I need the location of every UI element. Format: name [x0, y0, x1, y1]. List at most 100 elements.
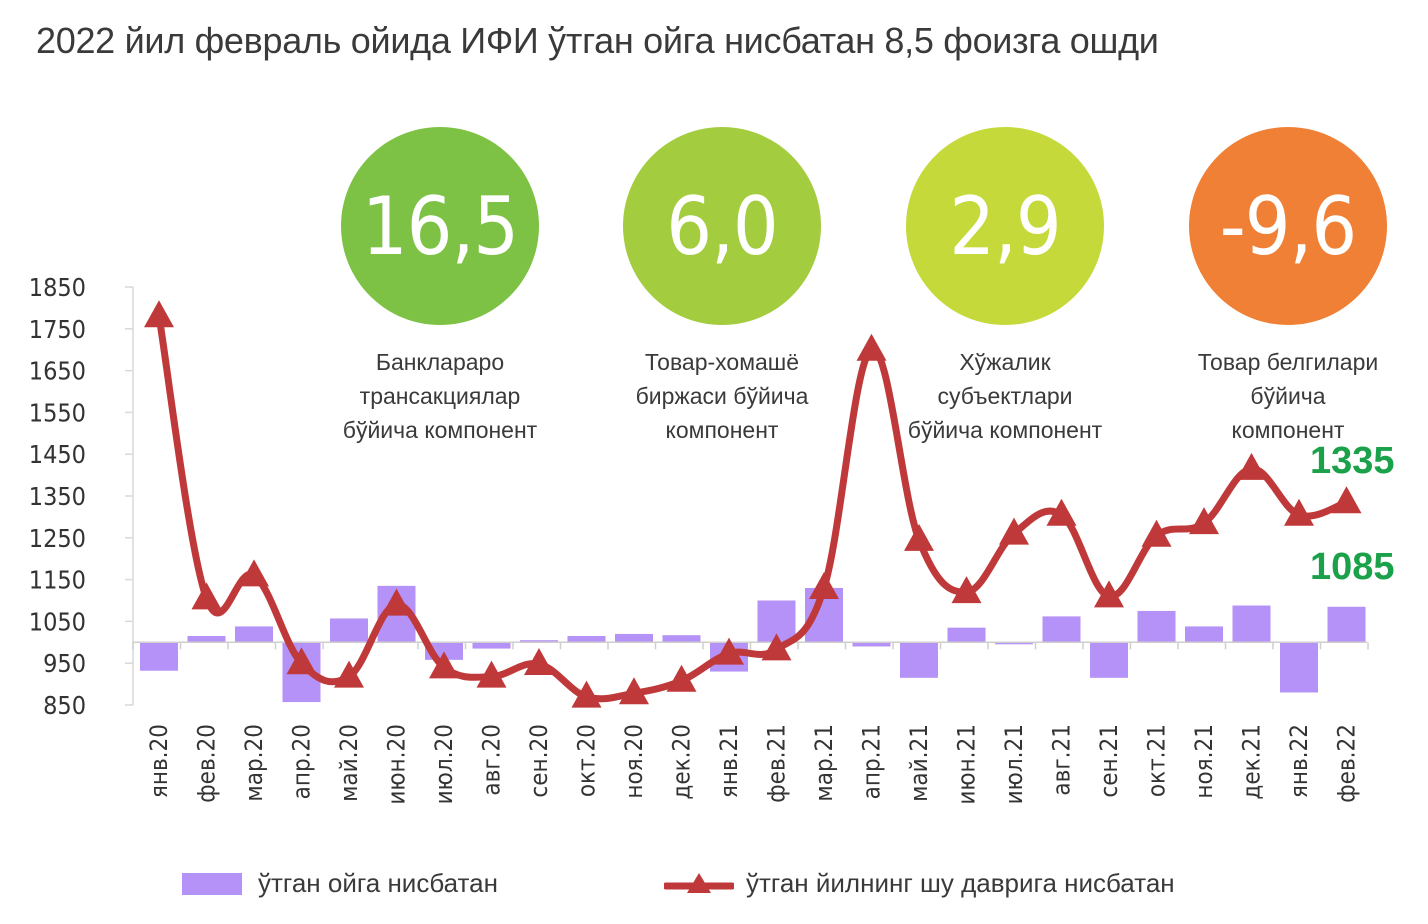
point-ноя.21 [1189, 507, 1219, 535]
point-май.20 [334, 660, 364, 688]
chart-canvas: 850 950 1050 1150 1250 1350 1450 1550 1650 1750 18… [29, 273, 1369, 805]
legend-line-label: ўтган йилнинг шу даврига нисбатан [746, 868, 1175, 898]
x-label-янв.21: янв.21 [715, 724, 743, 798]
legend-bars: ўтган ойга нисбатан [182, 868, 498, 899]
y-tick-label: 1850 [29, 273, 86, 302]
bar-сен.20 [520, 640, 558, 643]
x-label-авг.20: авг.20 [478, 724, 506, 796]
y-tick-label: 950 [43, 649, 86, 678]
x-label-апр.20: апр.20 [288, 724, 316, 799]
point-фев.22 [1331, 486, 1362, 514]
legend-line: ўтган йилнинг шу даврига нисбатан [664, 868, 1175, 899]
x-label-июн.21: июн.21 [953, 724, 981, 805]
kpi-interbank-value: 16,5 [341, 127, 539, 325]
point-янв.22 [1284, 498, 1314, 526]
legend-bar-label: ўтган ойга нисбатан [258, 868, 498, 898]
bar-мар.20 [235, 626, 273, 643]
point-мар.21 [809, 571, 839, 599]
x-label-фев.21: фев.21 [763, 724, 791, 803]
point-фев.21 [761, 633, 792, 661]
legend-bar-swatch [182, 872, 242, 895]
bar-фев.20 [187, 636, 226, 643]
point-сен.20 [524, 648, 554, 676]
x-label-окт.20: окт.20 [573, 724, 601, 797]
x-label-фев.20: фев.20 [193, 724, 221, 803]
y-tick-label: 1250 [29, 524, 86, 553]
point-июн.21 [951, 576, 982, 604]
point-апр.21 [856, 333, 887, 361]
point-апр.20 [286, 647, 317, 675]
point-сен.21 [1094, 580, 1124, 608]
y-tick-label: 1450 [29, 440, 86, 469]
x-label-май.21: май.21 [905, 724, 933, 802]
bar-окт.20 [567, 636, 606, 643]
y-tick-label: 1750 [29, 315, 86, 344]
x-label-дек.21: дек.21 [1238, 724, 1266, 800]
x-label-дек.20: дек.20 [668, 724, 696, 800]
bar-сен.21 [1090, 642, 1128, 678]
y-tick-label: 1050 [29, 607, 86, 636]
y-tick-label: 850 [43, 691, 86, 720]
kpi-business: 2,9 Хўжалик субъектлари бўйича компонент [905, 127, 1105, 447]
x-label-июл.20: июл.20 [430, 724, 458, 804]
bar-янв.22 [1280, 642, 1318, 693]
x-label-окт.21: окт.21 [1143, 724, 1171, 797]
bar-дек.20 [662, 635, 701, 643]
bar-фев.22 [1327, 606, 1366, 643]
point-дек.21 [1236, 452, 1267, 480]
callout-line-last: 1335 [1310, 440, 1395, 482]
x-label-авг.21: авг.21 [1048, 724, 1076, 796]
x-label-июл.21: июл.21 [1000, 724, 1028, 804]
point-июн.20 [381, 588, 412, 616]
y-tick-label: 1650 [29, 357, 86, 386]
point-ноя.20 [619, 677, 649, 705]
kpi-business-value: 2,9 [906, 127, 1104, 325]
kpi-trademarks: -9,6 Товар белгилари бўйича компонент [1188, 127, 1388, 447]
x-label-ноя.21: ноя.21 [1190, 724, 1218, 799]
point-янв.21 [714, 637, 744, 665]
kpi-interbank-label: Банклараро трансакциялар бўйича компонен… [342, 349, 538, 443]
x-label-апр.21: апр.21 [858, 724, 886, 799]
legend-line-swatch [664, 872, 734, 893]
x-label-фев.22: фев.22 [1333, 724, 1361, 803]
x-label-май.20: май.20 [335, 724, 363, 802]
point-окт.20 [571, 680, 602, 708]
x-label-сен.20: сен.20 [525, 724, 553, 798]
x-label-сен.21: сен.21 [1095, 724, 1123, 798]
bar-дек.21 [1232, 605, 1271, 643]
kpi-trademarks-label: Товар белгилари бўйича компонент [1197, 349, 1379, 443]
point-мар.20 [239, 559, 269, 587]
kpi-business-label: Хўжалик субъектлари бўйича компонент [907, 349, 1103, 443]
bar-апр.21 [852, 642, 891, 647]
kpi-commodity-label: Товар-хомашё биржаси бўйича компонент [635, 349, 809, 443]
kpi-interbank: 16,5 Банклараро трансакциялар бўйича ком… [340, 127, 540, 447]
bar-ноя.20 [615, 633, 653, 643]
kpi-commodity-value: 6,0 [623, 127, 821, 325]
x-label-янв.20: янв.20 [145, 724, 173, 798]
x-label-мар.20: мар.20 [240, 724, 268, 802]
x-label-мар.21: мар.21 [810, 724, 838, 802]
point-авг.21 [1046, 498, 1077, 526]
bar-май.21 [900, 642, 938, 678]
kpi-commodity: 6,0 Товар-хомашё биржаси бўйича компонен… [622, 127, 822, 447]
chart-title: 2022 йил февраль ойида ИФИ ўтган ойга ни… [36, 20, 1159, 61]
bar-май.20 [330, 618, 368, 643]
point-янв.20 [144, 300, 174, 328]
bar-авг.21 [1042, 616, 1081, 643]
point-дек.20 [666, 664, 697, 692]
point-окт.21 [1141, 519, 1172, 547]
y-tick-label: 1550 [29, 398, 86, 427]
bar-янв.20 [140, 642, 178, 671]
x-label-ноя.20: ноя.20 [620, 724, 648, 799]
bar-ноя.21 [1185, 626, 1223, 643]
point-июл.21 [999, 517, 1029, 545]
bar-июл.21 [995, 642, 1033, 645]
point-май.21 [904, 523, 934, 551]
x-label-июн.20: июн.20 [383, 724, 411, 805]
callout-bar-last: 1085 [1310, 546, 1395, 588]
point-авг.20 [476, 660, 507, 688]
point-фев.20 [191, 582, 222, 610]
y-tick-label: 1350 [29, 482, 86, 511]
kpi-trademarks-value: -9,6 [1189, 127, 1387, 325]
bar-окт.21 [1137, 610, 1176, 643]
